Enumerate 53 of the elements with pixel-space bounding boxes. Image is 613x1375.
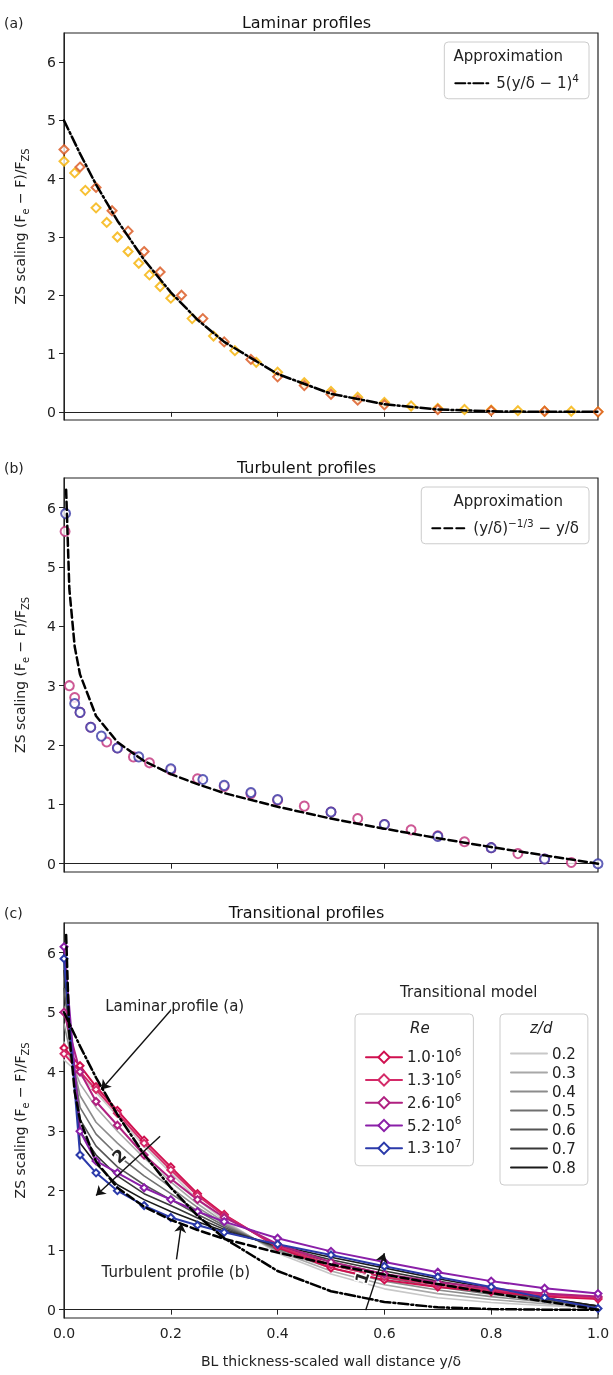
legend-title: Approximation bbox=[453, 491, 564, 510]
x-axis-title: BL thickness-scaled wall distance y/δ bbox=[200, 1353, 462, 1369]
y-tick-label: 1 bbox=[47, 345, 56, 362]
y-tick-label: 0 bbox=[47, 403, 56, 420]
annotation: Laminar profile (a) bbox=[105, 996, 245, 1015]
y-tick-label: 2 bbox=[47, 737, 56, 754]
x-tick-label: 0.0 bbox=[52, 1325, 76, 1341]
legend-label: 0.7 bbox=[552, 1139, 576, 1158]
annotation: 1 bbox=[350, 1268, 374, 1287]
x-tick-label: 1.0 bbox=[586, 1325, 610, 1341]
text: (b) bbox=[4, 460, 24, 476]
y-tick-label: 2 bbox=[47, 287, 56, 304]
chart-title: Laminar profiles bbox=[241, 12, 372, 32]
y-tick-label: 6 bbox=[47, 944, 57, 961]
annotation: 2 bbox=[107, 1144, 131, 1168]
y-axis-title: ZS scaling (Fe − F)/FZS bbox=[11, 597, 31, 753]
legend-title: Transitional model bbox=[399, 982, 538, 1001]
y-tick-label: 4 bbox=[47, 170, 57, 187]
text: (a) bbox=[4, 15, 24, 31]
y-tick-label: 1 bbox=[47, 796, 56, 813]
y-tick-label: 3 bbox=[47, 677, 56, 694]
y-axis-title: ZS scaling (Fe − F)/FZS bbox=[11, 1042, 31, 1199]
legend-title: Approximation bbox=[453, 46, 564, 65]
y-axis-title: ZS scaling (Fe − F)/FZS bbox=[11, 148, 31, 305]
legend-label: 0.6 bbox=[552, 1120, 576, 1139]
annotation: Re bbox=[410, 1018, 430, 1037]
legend-label: 0.5 bbox=[552, 1101, 576, 1120]
chart-title: Transitional profiles bbox=[227, 902, 385, 922]
y-tick-label: 3 bbox=[47, 228, 56, 245]
y-tick-label: 4 bbox=[47, 1063, 57, 1080]
y-tick-label: 0 bbox=[47, 855, 56, 872]
legend-label: 0.8 bbox=[552, 1158, 576, 1177]
legend-label: 0.4 bbox=[552, 1082, 576, 1101]
y-tick-label: 2 bbox=[47, 1182, 56, 1199]
y-tick-label: 6 bbox=[47, 54, 57, 71]
x-tick-label: 0.2 bbox=[159, 1325, 182, 1341]
y-tick-label: 3 bbox=[47, 1123, 56, 1140]
y-tick-label: 0 bbox=[47, 1301, 56, 1318]
x-tick-label: 0.8 bbox=[480, 1325, 503, 1341]
chart-title: Turbulent profiles bbox=[235, 457, 377, 477]
legend-label: 0.2 bbox=[552, 1044, 576, 1063]
y-tick-label: 6 bbox=[47, 499, 57, 516]
y-tick-label: 5 bbox=[47, 112, 56, 129]
legend-label: 0.3 bbox=[552, 1063, 576, 1082]
annotation: Turbulent profile (b) bbox=[100, 1262, 251, 1281]
y-tick-label: 1 bbox=[47, 1242, 56, 1259]
y-tick-label: 5 bbox=[47, 1004, 56, 1021]
y-tick-label: 5 bbox=[47, 559, 56, 576]
y-tick-label: 4 bbox=[47, 618, 57, 635]
x-tick-label: 0.6 bbox=[373, 1325, 396, 1341]
x-tick-label: 0.4 bbox=[266, 1325, 289, 1341]
text: (c) bbox=[4, 905, 23, 921]
annotation: z/d bbox=[529, 1018, 553, 1037]
